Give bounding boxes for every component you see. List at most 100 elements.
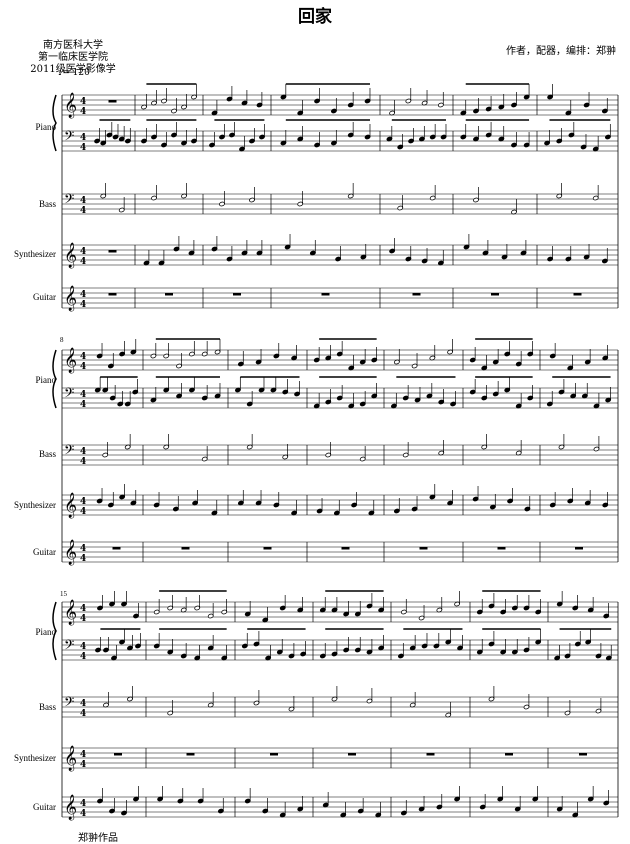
bass-clef: 𝄢 xyxy=(64,128,74,147)
treble-clef: 𝄞 xyxy=(64,794,77,820)
time-signature: 4 xyxy=(80,709,86,719)
measure-number: 8 xyxy=(60,336,64,344)
time-signature: 4 xyxy=(80,133,86,143)
piano-treble-staff xyxy=(62,601,618,623)
time-signature: 4 xyxy=(80,196,86,206)
instrument-label-piano: Piano xyxy=(35,627,56,637)
bass-clef: 𝄢 xyxy=(64,385,74,404)
treble-clef: 𝄞 xyxy=(64,745,77,771)
time-signature: 4 xyxy=(80,750,86,760)
time-signature: 4 xyxy=(80,799,86,809)
instrument-label-guitar: Guitar xyxy=(33,547,56,557)
piano-bass-staff xyxy=(62,639,618,661)
time-signature: 4 xyxy=(80,760,86,770)
composer-info: 南方医科大学 第一临床医学院 2011级医学影像学 xyxy=(18,40,128,76)
whole-rest xyxy=(108,100,117,103)
time-signature: 4 xyxy=(80,497,86,507)
bass-clef: 𝄢 xyxy=(64,442,74,461)
treble-clef: 𝄞 xyxy=(64,285,77,311)
whole-rest xyxy=(114,753,122,756)
whole-rest xyxy=(573,293,582,296)
whole-rest xyxy=(491,293,499,296)
piano-brace xyxy=(52,601,57,661)
whole-rest xyxy=(579,753,587,756)
piano-brace xyxy=(52,349,57,409)
class-line: 2011级医学影像学 xyxy=(30,64,116,75)
score-title: 回家 xyxy=(298,7,332,27)
guitar-staff xyxy=(62,287,618,309)
time-signature: 4 xyxy=(80,614,86,624)
instrument-label-guitar: Guitar xyxy=(33,292,56,302)
treble-clef: 𝄞 xyxy=(64,599,77,625)
whole-rest xyxy=(497,547,506,550)
instrument-label-bass: Bass xyxy=(38,702,56,712)
whole-rest xyxy=(505,753,513,756)
treble-clef: 𝄞 xyxy=(64,539,77,565)
instrument-label-synth: Synthesizer xyxy=(14,249,56,259)
time-signature: 4 xyxy=(80,652,86,662)
instrument-label-synth: Synthesizer xyxy=(14,753,56,763)
bass-staff xyxy=(62,193,618,215)
whole-rest xyxy=(348,753,356,756)
school-line: 南方医科大学 xyxy=(43,40,103,51)
credits: 作者，配器，编排：郑翀 xyxy=(506,46,616,57)
time-signature: 4 xyxy=(80,290,86,300)
whole-rest xyxy=(419,547,428,550)
time-signature: 4 xyxy=(80,257,86,267)
guitar-staff xyxy=(62,796,618,818)
whole-rest xyxy=(270,753,278,756)
instrument-label-bass: Bass xyxy=(38,199,56,209)
whole-rest xyxy=(233,293,241,296)
time-signature: 4 xyxy=(80,400,86,410)
whole-rest xyxy=(575,547,583,550)
time-signature: 4 xyxy=(80,362,86,372)
bass-staff xyxy=(62,444,618,466)
time-signature: 4 xyxy=(80,300,86,310)
piano-brace xyxy=(52,94,57,152)
synth-staff xyxy=(62,494,618,516)
instrument-label-piano: Piano xyxy=(35,375,56,385)
treble-clef: 𝄞 xyxy=(64,92,77,118)
instrument-label-guitar: Guitar xyxy=(33,802,56,812)
measure-number: 15 xyxy=(60,590,67,598)
whole-rest xyxy=(412,293,421,296)
college-line: 第一临床医学院 xyxy=(38,52,108,63)
time-signature: 4 xyxy=(80,642,86,652)
whole-rest xyxy=(426,753,435,756)
whole-rest xyxy=(186,753,195,756)
instrument-label-bass: Bass xyxy=(38,449,56,459)
whole-rest xyxy=(112,547,121,550)
time-signature: 4 xyxy=(80,107,86,117)
time-signature: 4 xyxy=(80,457,86,467)
whole-rest xyxy=(321,293,330,296)
time-signature: 4 xyxy=(80,699,86,709)
treble-clef: 𝄞 xyxy=(64,347,77,373)
time-signature: 4 xyxy=(80,143,86,153)
treble-clef: 𝄞 xyxy=(64,242,77,268)
guitar-staff xyxy=(62,541,618,563)
time-signature: 4 xyxy=(80,507,86,517)
time-signature: 4 xyxy=(80,390,86,400)
synth-staff xyxy=(62,747,618,769)
whole-rest xyxy=(108,293,117,296)
whole-rest xyxy=(165,293,173,296)
bass-staff xyxy=(62,696,618,718)
bass-clef: 𝄢 xyxy=(64,191,74,210)
whole-rest xyxy=(181,547,190,550)
time-signature: 4 xyxy=(80,544,86,554)
tempo-marking: ♩= 120 xyxy=(58,68,90,78)
time-signature: 4 xyxy=(80,206,86,216)
time-signature: 4 xyxy=(80,447,86,457)
whole-rest xyxy=(108,250,117,253)
treble-clef: 𝄞 xyxy=(64,492,77,518)
footer-signature: 郑翀作品 xyxy=(78,833,118,844)
time-signature: 4 xyxy=(80,247,86,257)
instrument-label-piano: Piano xyxy=(35,122,56,132)
time-signature: 4 xyxy=(80,97,86,107)
time-signature: 4 xyxy=(80,809,86,819)
time-signature: 4 xyxy=(80,554,86,564)
bass-clef: 𝄢 xyxy=(64,694,74,713)
bass-clef: 𝄢 xyxy=(64,637,74,656)
time-signature: 4 xyxy=(80,352,86,362)
